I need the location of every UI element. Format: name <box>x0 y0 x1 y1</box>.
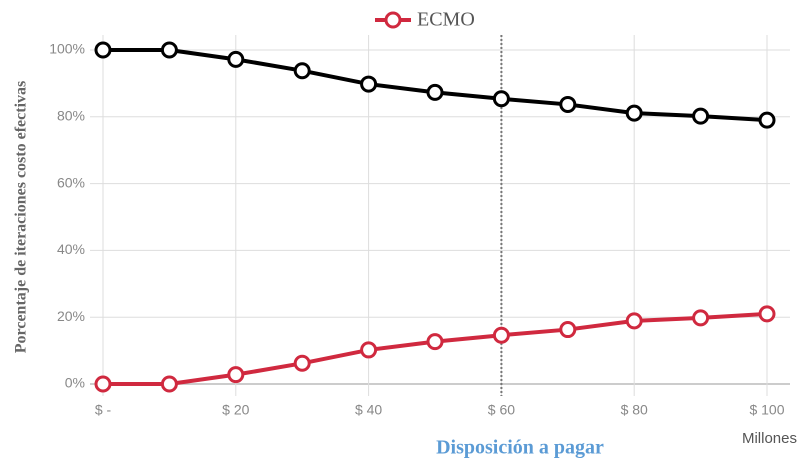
data-point <box>625 312 643 330</box>
data-point <box>227 50 245 68</box>
x-tick-label: $ 80 <box>621 402 648 418</box>
data-point <box>492 90 510 108</box>
data-point <box>160 41 178 59</box>
y-tick-label: 60% <box>57 174 85 190</box>
data-point <box>559 95 577 113</box>
y-tick-label: 0% <box>65 375 85 391</box>
data-point <box>360 341 378 359</box>
x-tick-label: $ 60 <box>488 402 515 418</box>
data-point <box>692 309 710 327</box>
x-tick-label: $ 40 <box>355 402 382 418</box>
data-point <box>426 83 444 101</box>
y-tick-label: 40% <box>57 241 85 257</box>
data-point <box>426 333 444 351</box>
data-point <box>360 75 378 93</box>
y-axis-label: Porcentaje de iteraciones costo efectiva… <box>13 81 30 353</box>
x-tick-label: $ - <box>95 402 112 418</box>
x-tick-label: $ 100 <box>749 402 784 418</box>
data-point <box>758 305 776 323</box>
data-point <box>293 62 311 80</box>
data-point <box>94 375 112 393</box>
x-axis-label: Disposición a pagar <box>436 437 604 459</box>
data-point <box>625 104 643 122</box>
y-tick-label: 100% <box>49 41 85 57</box>
legend-label: ECMO <box>417 9 475 31</box>
x-tick-label: $ 20 <box>222 402 249 418</box>
y-tick-label: 80% <box>57 108 85 124</box>
data-point <box>559 321 577 339</box>
data-point <box>160 375 178 393</box>
data-point <box>293 354 311 372</box>
data-point <box>758 111 776 129</box>
legend-marker <box>384 11 402 29</box>
data-point <box>492 326 510 344</box>
data-point <box>692 107 710 125</box>
x-unit-label: Millones <box>742 430 797 447</box>
y-tick-label: 20% <box>57 308 85 324</box>
data-point <box>94 41 112 59</box>
data-point <box>227 366 245 384</box>
